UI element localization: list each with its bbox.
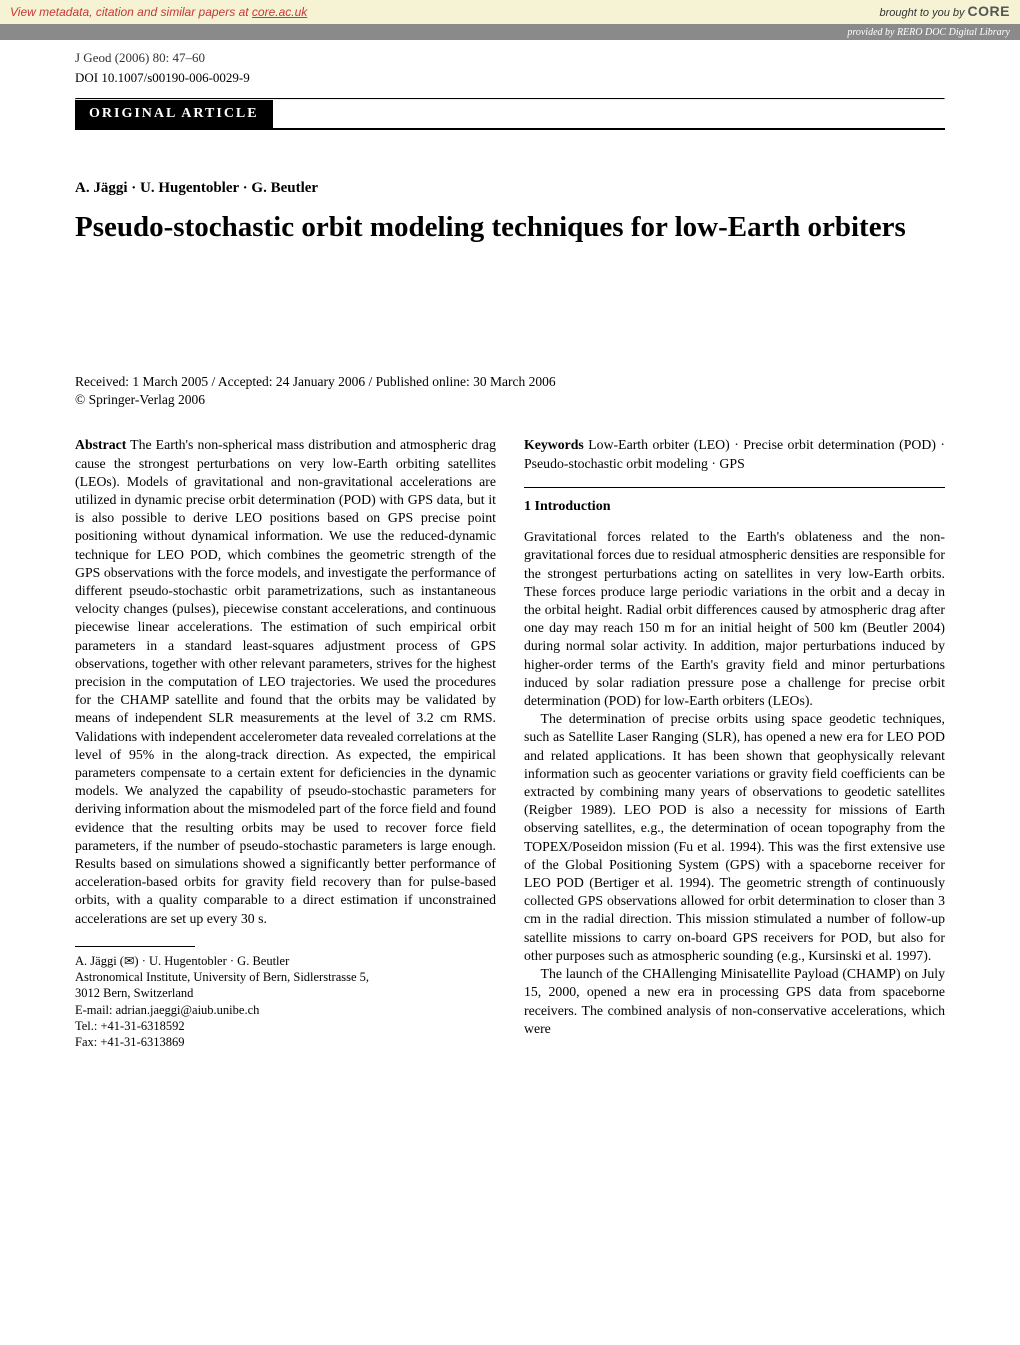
abstract-block: Abstract The Earth's non-spherical mass … — [75, 436, 496, 927]
left-column: Abstract The Earth's non-spherical mass … — [75, 436, 496, 1050]
journal-citation: J Geod (2006) 80: 47–60 — [75, 50, 945, 66]
intro-p2: The determination of precise orbits usin… — [524, 710, 945, 965]
intro-p1: Gravitational forces related to the Eart… — [524, 528, 945, 710]
core-banner-left: View metadata, citation and similar pape… — [10, 5, 307, 19]
aff-names: A. Jäggi (✉) · U. Hugentobler · G. Beutl… — [75, 953, 496, 969]
abstract-label: Abstract — [75, 437, 126, 452]
keywords-text: Low-Earth orbiter (LEO) · Precise orbit … — [524, 437, 945, 470]
aff-fax: Fax: +41-31-6313869 — [75, 1034, 496, 1050]
section-rule-1 — [524, 487, 945, 488]
intro-p3: The launch of the CHAllenging Minisatell… — [524, 965, 945, 1038]
affiliation-block: A. Jäggi (✉) · U. Hugentobler · G. Beutl… — [75, 953, 496, 1051]
abstract-text: The Earth's non-spherical mass distribut… — [75, 437, 496, 925]
section-1-heading: 1 Introduction — [524, 498, 945, 516]
core-brought-row: brought to you by CORE — [879, 3, 1010, 21]
two-column-body: Abstract The Earth's non-spherical mass … — [75, 436, 945, 1050]
affiliation-rule — [75, 946, 195, 947]
authors: A. Jäggi · U. Hugentobler · G. Beutler — [75, 180, 945, 197]
core-provided-bar: provided by RERO DOC Digital Library — [0, 25, 1020, 40]
article-title: Pseudo-stochastic orbit modeling techniq… — [75, 211, 945, 244]
aff-tel: Tel.: +41-31-6318592 — [75, 1018, 496, 1034]
under-bar-rule — [75, 128, 945, 130]
aff-city: 3012 Bern, Switzerland — [75, 985, 496, 1001]
aff-inst: Astronomical Institute, University of Be… — [75, 969, 496, 985]
core-banner: View metadata, citation and similar pape… — [0, 0, 1020, 25]
core-banner-right: brought to you by CORE — [879, 3, 1010, 21]
page: J Geod (2006) 80: 47–60 DOI 10.1007/s001… — [0, 40, 1020, 1090]
brought-text: brought to you by — [879, 7, 967, 19]
right-column: Keywords Low-Earth orbiter (LEO) · Preci… — [524, 436, 945, 1050]
core-logo: CORE — [968, 3, 1010, 19]
article-history: Received: 1 March 2005 / Accepted: 24 Ja… — [75, 374, 945, 390]
doi: DOI 10.1007/s00190-006-0029-9 — [75, 70, 945, 86]
aff-email: E-mail: adrian.jaeggi@aiub.unibe.ch — [75, 1002, 496, 1018]
banner-prefix: View metadata, citation and similar pape… — [10, 5, 252, 19]
article-type-bar: ORIGINAL ARTICLE — [75, 100, 273, 128]
keywords-label: Keywords — [524, 437, 584, 452]
core-link[interactable]: core.ac.uk — [252, 5, 307, 19]
keywords-block: Keywords Low-Earth orbiter (LEO) · Preci… — [524, 436, 945, 472]
copyright: © Springer-Verlag 2006 — [75, 392, 945, 408]
